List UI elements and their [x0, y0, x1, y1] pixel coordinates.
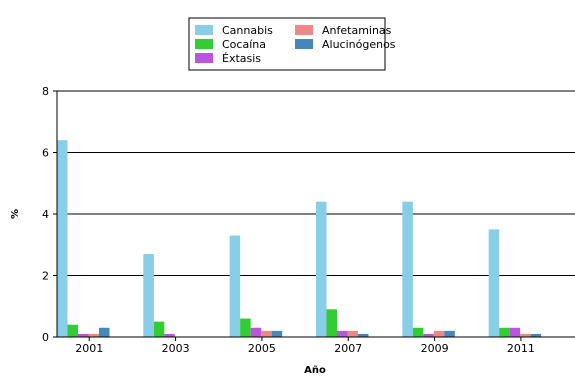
x-tick-label: 2005	[248, 342, 276, 355]
y-axis-title: %	[10, 209, 21, 219]
bar	[337, 330, 348, 337]
bar	[229, 235, 241, 337]
bar	[240, 318, 251, 337]
y-tick-label: 6	[42, 147, 49, 160]
legend-label: Cannabis	[222, 24, 273, 37]
bar	[88, 333, 99, 337]
bar	[423, 333, 434, 337]
bar	[488, 229, 500, 337]
axes	[53, 90, 575, 341]
legend-label: Éxtasis	[222, 52, 261, 65]
legend-label: Alucinógenos	[322, 38, 396, 51]
y-tick-label: 8	[42, 85, 49, 98]
legend-label: Cocaína	[222, 38, 266, 51]
bar	[143, 253, 154, 337]
x-tick-label: 2003	[162, 342, 190, 355]
bar	[99, 327, 110, 337]
bar	[271, 330, 283, 337]
x-axis-title: Año	[304, 365, 326, 376]
bar	[347, 330, 358, 337]
bar	[444, 330, 455, 337]
legend-swatch	[295, 25, 313, 35]
bar	[250, 327, 262, 337]
bar	[433, 330, 445, 337]
legend-label: Anfetaminas	[322, 24, 392, 37]
x-tick-label: 2001	[75, 342, 103, 355]
bar	[402, 201, 413, 337]
bar	[57, 140, 68, 337]
bar	[261, 330, 272, 337]
bars	[57, 140, 542, 337]
legend-swatch	[295, 39, 313, 49]
bar	[164, 333, 175, 337]
bar	[530, 333, 542, 337]
y-tick-label: 0	[42, 331, 49, 344]
legend-swatch	[195, 39, 213, 49]
x-tick-label: 2011	[507, 342, 535, 355]
y-tick-label: 2	[42, 270, 49, 283]
bar	[358, 333, 369, 337]
bar	[499, 327, 510, 337]
x-tick-label: 2007	[334, 342, 362, 355]
bar	[509, 327, 521, 337]
legend-box	[188, 17, 386, 71]
tick-labels: 0 2 4 6 8 2001 2003 2005 2007 2009 2011	[42, 85, 535, 355]
legend-swatch	[195, 53, 213, 63]
bar	[78, 333, 89, 337]
bar	[520, 333, 531, 337]
bar	[326, 309, 337, 337]
y-tick-label: 4	[42, 208, 49, 221]
legend-swatch	[195, 25, 213, 35]
bar	[153, 321, 165, 337]
bar	[412, 327, 424, 337]
bar	[316, 201, 327, 337]
x-tick-label: 2009	[421, 342, 449, 355]
bar	[67, 324, 78, 337]
